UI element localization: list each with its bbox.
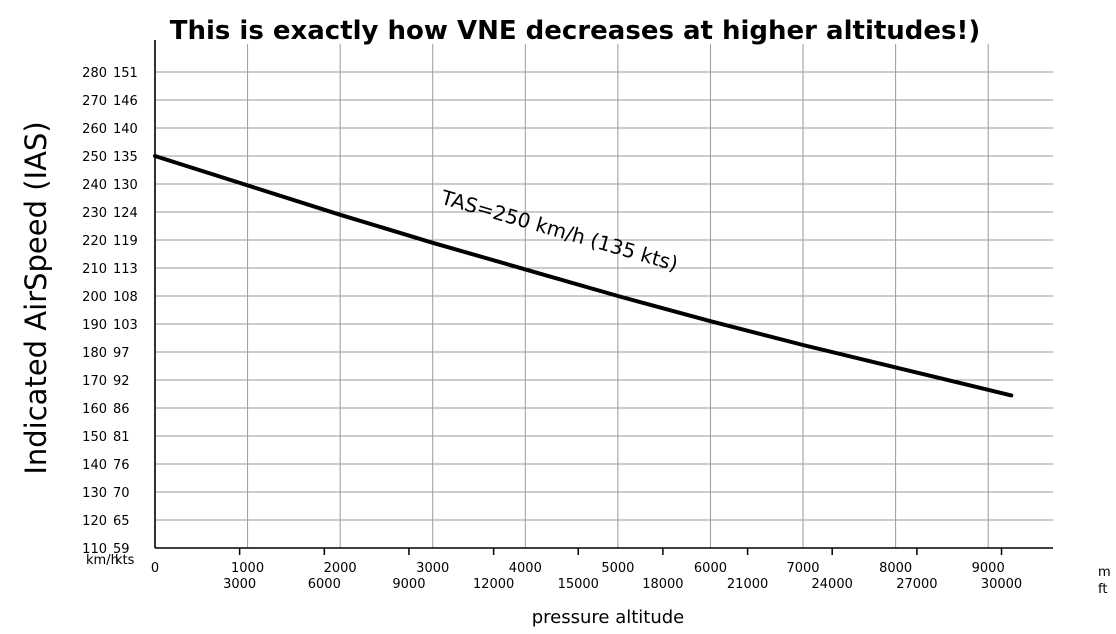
x-tick-label-ft: 12000 xyxy=(473,577,514,592)
x-tick-label-m: 5000 xyxy=(601,561,634,576)
y-axis-title: Indicated AirSpeed (IAS) xyxy=(19,121,53,474)
x-tick-label-m: 1000 xyxy=(231,561,264,576)
y-unit-kmh-label: km/h xyxy=(86,553,119,568)
y-tick-label-kts: 97 xyxy=(113,346,130,361)
y-tick-label-kts: 92 xyxy=(113,374,130,389)
x-tick-label-m: 6000 xyxy=(694,561,727,576)
x-tick-label-ft: 6000 xyxy=(308,577,341,592)
series-line xyxy=(153,154,1014,398)
y-tick-label-kts: 59 xyxy=(113,542,130,557)
y-tick-label-kmh: 150 xyxy=(82,430,107,445)
x-tick-label-m: 9000 xyxy=(972,561,1005,576)
y-tick-label-kmh: 130 xyxy=(82,486,107,501)
x-tick-label-ft: 21000 xyxy=(727,577,768,592)
x-tick-label-m: 3000 xyxy=(416,561,449,576)
y-tick-label-kmh: 280 xyxy=(82,66,107,81)
y-tick-label-kts: 65 xyxy=(113,514,130,529)
y-tick-label-kts: 113 xyxy=(113,262,138,277)
y-tick-label-kts: 108 xyxy=(113,290,138,305)
series-annotation: TAS=250 km/h (135 kts) xyxy=(438,185,681,276)
x-tick-label-ft: 30000 xyxy=(981,577,1022,592)
y-tick-label-kmh: 240 xyxy=(82,178,107,193)
y-tick-label-kts: 146 xyxy=(113,94,138,109)
x-tick-label-ft: 27000 xyxy=(896,577,937,592)
x-tick-label-m: 2000 xyxy=(324,561,357,576)
y-tick-label-kmh: 140 xyxy=(82,458,107,473)
axes xyxy=(154,40,1053,555)
tick-labels: 110 59 120 65 130 70 140 76 150 81 160 86 170 92 180 97… xyxy=(82,66,1022,592)
x-unit-m-label: m xyxy=(1098,565,1111,580)
y-tick-label-kmh: 200 xyxy=(82,290,107,305)
x-tick-label-ft: 3000 xyxy=(223,577,256,592)
x-tick-label-ft: 18000 xyxy=(642,577,683,592)
y-tick-label-kmh: 260 xyxy=(82,122,107,137)
x-tick-label-ft: 24000 xyxy=(812,577,853,592)
y-tick-label-kmh: 210 xyxy=(82,262,107,277)
y-tick-label-kts: 130 xyxy=(113,178,138,193)
y-tick-label-kts: 81 xyxy=(113,430,130,445)
chart-title: This is exactly how VNE decreases at hig… xyxy=(170,16,981,46)
x-tick-label-ft: 9000 xyxy=(392,577,425,592)
y-tick-label-kts: 76 xyxy=(113,458,130,473)
x-axis-title: pressure altitude xyxy=(532,607,685,628)
x-tick-label-m: 0 xyxy=(151,561,159,576)
y-tick-label-kmh: 180 xyxy=(82,346,107,361)
x-tick-label-m: 8000 xyxy=(879,561,912,576)
x-tick-label-m: 7000 xyxy=(786,561,819,576)
y-tick-label-kmh: 170 xyxy=(82,374,107,389)
series-layer xyxy=(153,154,1014,398)
y-tick-label-kts: 124 xyxy=(113,206,138,221)
y-tick-label-kmh: 270 xyxy=(82,94,107,109)
y-tick-label-kmh: 250 xyxy=(82,150,107,165)
y-tick-label-kts: 86 xyxy=(113,402,130,417)
x-tick-label-ft: 15000 xyxy=(558,577,599,592)
y-tick-label-kts: 103 xyxy=(113,318,138,333)
y-tick-label-kts: 119 xyxy=(113,234,138,249)
grid xyxy=(155,44,1053,549)
x-unit-ft-label: ft xyxy=(1098,582,1107,597)
y-unit-kts-label: kts xyxy=(115,553,135,568)
y-tick-label-kmh: 230 xyxy=(82,206,107,221)
y-tick-label-kts: 70 xyxy=(113,486,130,501)
y-tick-label-kmh: 160 xyxy=(82,402,107,417)
y-tick-label-kmh: 220 xyxy=(82,234,107,249)
y-tick-label-kts: 151 xyxy=(113,66,138,81)
y-tick-label-kts: 135 xyxy=(113,150,138,165)
x-tick-label-m: 4000 xyxy=(509,561,542,576)
y-tick-label-kmh: 110 xyxy=(82,542,107,557)
y-tick-label-kmh: 190 xyxy=(82,318,107,333)
y-tick-label-kts: 140 xyxy=(113,122,138,137)
y-tick-label-kmh: 120 xyxy=(82,514,107,529)
